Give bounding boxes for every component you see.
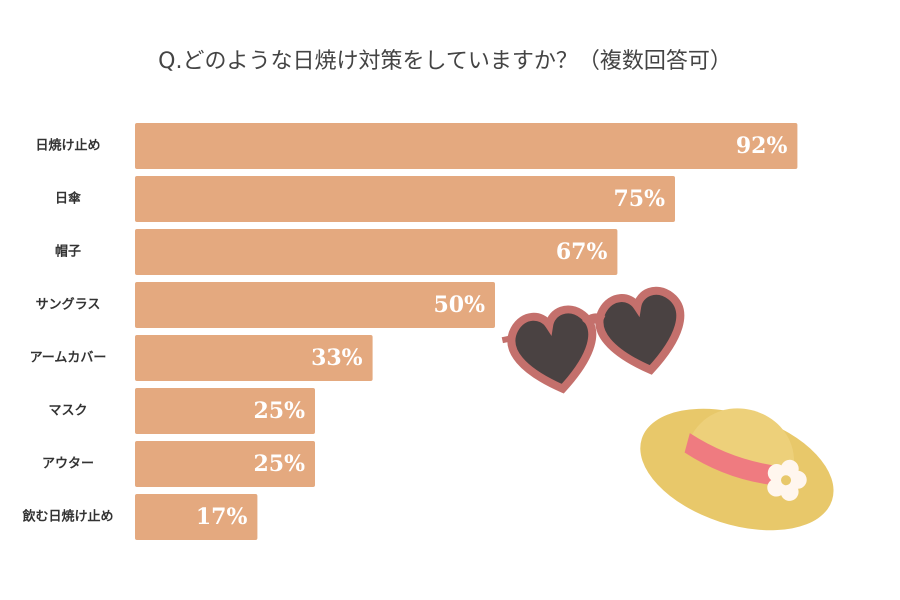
bar: [135, 282, 495, 328]
category-label: アームカバー: [30, 351, 107, 366]
chart-title: Q.どのような日焼け対策をしていますか？（複数回答可）: [158, 49, 732, 74]
category-label: 帽子: [55, 244, 81, 260]
value-label: 75%: [613, 186, 665, 212]
category-label: 飲む日焼け止め: [21, 509, 113, 525]
category-label: アウター: [42, 457, 94, 472]
bar: [135, 176, 675, 222]
category-label: マスク: [48, 404, 87, 419]
value-label: 25%: [253, 398, 305, 424]
bar: [135, 441, 315, 487]
bar: [135, 494, 258, 540]
category-label: 日傘: [55, 191, 82, 207]
sunglasses: [501, 286, 685, 394]
value-label: 25%: [253, 451, 305, 477]
sun-hat: [640, 408, 834, 531]
value-label: 50%: [433, 292, 485, 318]
bar: [135, 229, 618, 275]
value-label: 67%: [556, 239, 608, 265]
category-label: サングラス: [36, 297, 101, 313]
value-label: 92%: [736, 133, 788, 159]
value-label: 33%: [311, 345, 363, 371]
category-label: 日焼け止め: [35, 138, 100, 154]
value-label: 17%: [196, 504, 248, 530]
bar: [135, 388, 315, 434]
bar: [135, 123, 798, 169]
bar: [135, 335, 373, 381]
bars: 日焼け止め 92% 日傘 75% 帽子 67% サングラス 50% アームカバー 33% マスク 25…: [21, 123, 798, 540]
